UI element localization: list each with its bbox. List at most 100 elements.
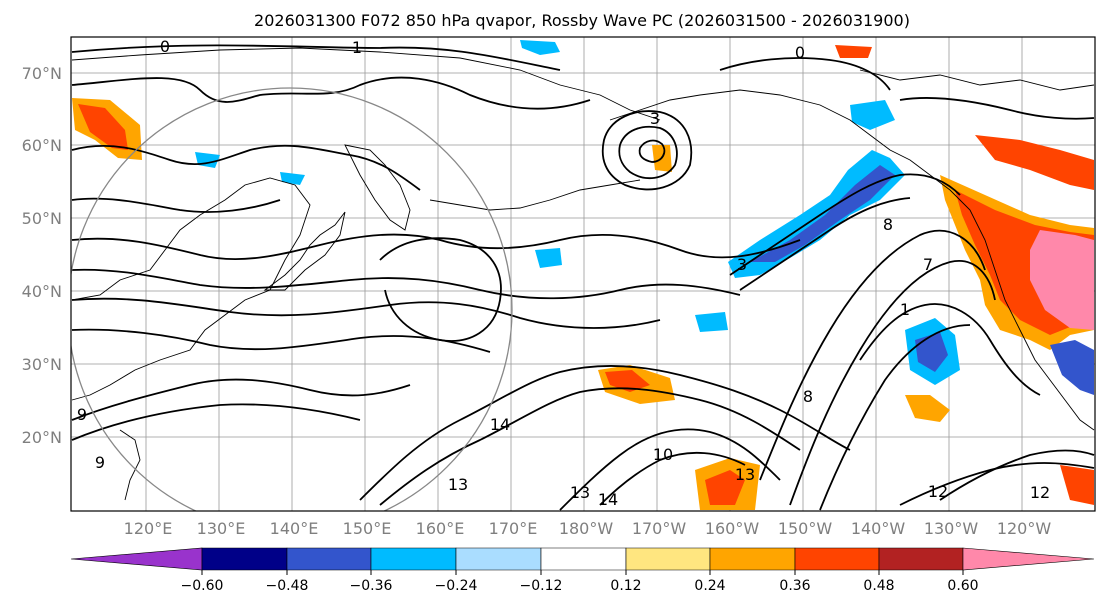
contour-label: 3 — [737, 255, 747, 274]
gridlines — [71, 37, 1095, 511]
contour-line — [71, 328, 491, 353]
contour-label: 8 — [883, 215, 893, 234]
colorbar-tick-label: 0.60 — [947, 578, 978, 594]
coast-alaska — [609, 89, 1095, 431]
colorbar-segment — [201, 547, 288, 571]
neg-anomaly-arctic — [520, 40, 560, 55]
colorbar-segment — [70, 547, 203, 571]
latitude-label: 50°N — [22, 209, 62, 228]
contour-label: 14 — [598, 490, 618, 509]
contour-line — [71, 144, 421, 191]
coast-east-asia — [71, 177, 311, 401]
longitude-label: 140°E — [270, 519, 319, 538]
longitude-label: 120°W — [997, 519, 1052, 538]
contour-line — [71, 268, 741, 300]
contour-line — [729, 173, 961, 276]
neg-anomaly-canada — [850, 100, 895, 130]
colorbar-segment — [709, 547, 796, 571]
longitude-label: 150°W — [778, 519, 833, 538]
longitude-label: 180°W — [559, 519, 614, 538]
colorbar-tick-label: 0.48 — [863, 578, 894, 594]
contour-line — [759, 229, 986, 481]
contour-line — [71, 233, 801, 260]
neg-anomaly-midlat — [535, 248, 562, 268]
contour-line — [359, 364, 851, 501]
neg-anomaly-california — [1050, 340, 1094, 395]
contour-line — [559, 428, 781, 511]
colorbar-tick-label: −0.48 — [266, 578, 309, 594]
longitude-label: 160°E — [416, 519, 465, 538]
coast-canada-arctic — [859, 69, 1095, 91]
colorbar: −0.60 −0.48 −0.36 −0.24 −0.12 0.12 0.24 0.36 0.4… — [70, 547, 1095, 594]
pos-anomaly-nw-canada — [975, 135, 1094, 190]
colorbar-tick-label: 0.24 — [694, 578, 725, 594]
longitude-labels: 120°E 130°E 140°E 150°E 160°E 170°E 180°W 170°W… — [124, 519, 1052, 538]
colorbar-ticks: −0.60 −0.48 −0.36 −0.24 −0.12 0.12 0.24 0.36 0.4… — [181, 570, 979, 594]
contour-label: 9 — [95, 453, 105, 472]
contour-label: 9 — [77, 405, 87, 424]
contour-line — [899, 97, 1095, 120]
contour-label: 0 — [795, 43, 805, 62]
neg-anomaly-east-asia-2 — [280, 172, 305, 185]
coast-philippines — [119, 429, 141, 501]
neg-anomaly-midlat-2 — [695, 312, 728, 332]
contour-label: 0 — [160, 37, 170, 56]
contour-line — [71, 44, 561, 71]
longitude-label: 140°W — [851, 519, 906, 538]
contour-label: 13 — [448, 475, 468, 494]
pos-anomaly-central-pacific-core — [605, 370, 650, 392]
longitude-label: 170°W — [632, 519, 687, 538]
map-frame — [70, 36, 1096, 512]
contour-line — [789, 260, 996, 506]
colorbar-segment — [455, 547, 542, 571]
coast-siberia-north — [71, 47, 661, 121]
contour-line — [638, 139, 666, 163]
contour-line — [739, 197, 911, 291]
contour-label: 8 — [803, 387, 813, 406]
contour-label: 12 — [928, 482, 948, 501]
latitude-label: 70°N — [22, 64, 62, 83]
contour-line — [599, 451, 746, 506]
contour-line — [379, 387, 801, 506]
colorbar-segment — [370, 547, 457, 571]
contour-lines — [71, 44, 1095, 511]
plot-title: 2026031300 F072 850 hPa qvapor, Rossby W… — [254, 11, 910, 30]
longitude-label: 130°W — [924, 519, 979, 538]
latitude-label: 20°N — [22, 428, 62, 447]
contour-line — [618, 125, 678, 180]
map-background — [71, 37, 1095, 511]
colorbar-segment — [962, 547, 1095, 571]
longitude-label: 130°E — [197, 519, 246, 538]
longitude-label: 120°E — [124, 519, 173, 538]
colorbar-tick-label: 0.12 — [610, 578, 641, 594]
contour-line — [71, 197, 281, 213]
neg-anomaly-alaska-gulf-core — [750, 165, 895, 262]
latitude-label: 40°N — [22, 282, 62, 301]
contour-line — [819, 324, 971, 511]
latitude-label: 30°N — [22, 355, 62, 374]
colorbar-tick-label: −0.60 — [181, 578, 224, 594]
contour-line — [71, 76, 591, 110]
contour-line — [379, 237, 502, 342]
colorbar-tick-label: 0.36 — [779, 578, 810, 594]
contour-line — [601, 110, 693, 191]
pos-anomaly-south-core — [705, 470, 745, 505]
contour-line — [71, 378, 411, 421]
contour-line — [899, 462, 1095, 506]
contour-label: 13 — [735, 465, 755, 484]
colorbar-segments — [70, 547, 1095, 571]
colorbar-segment — [540, 547, 627, 571]
contour-label: 12 — [1030, 483, 1050, 502]
contour-line — [939, 449, 1095, 501]
coastlines — [71, 47, 1095, 501]
latitude-label: 60°N — [22, 136, 62, 155]
coast-japan — [263, 211, 346, 291]
contour-label: 14 — [490, 415, 510, 434]
colorbar-segment — [878, 547, 964, 571]
contour-label: 7 — [923, 255, 933, 274]
colorbar-tick-label: −0.12 — [520, 578, 563, 594]
latitude-labels: 70°N 60°N 50°N 40°N 30°N 20°N — [22, 64, 62, 447]
contour-label: 3 — [650, 109, 660, 128]
